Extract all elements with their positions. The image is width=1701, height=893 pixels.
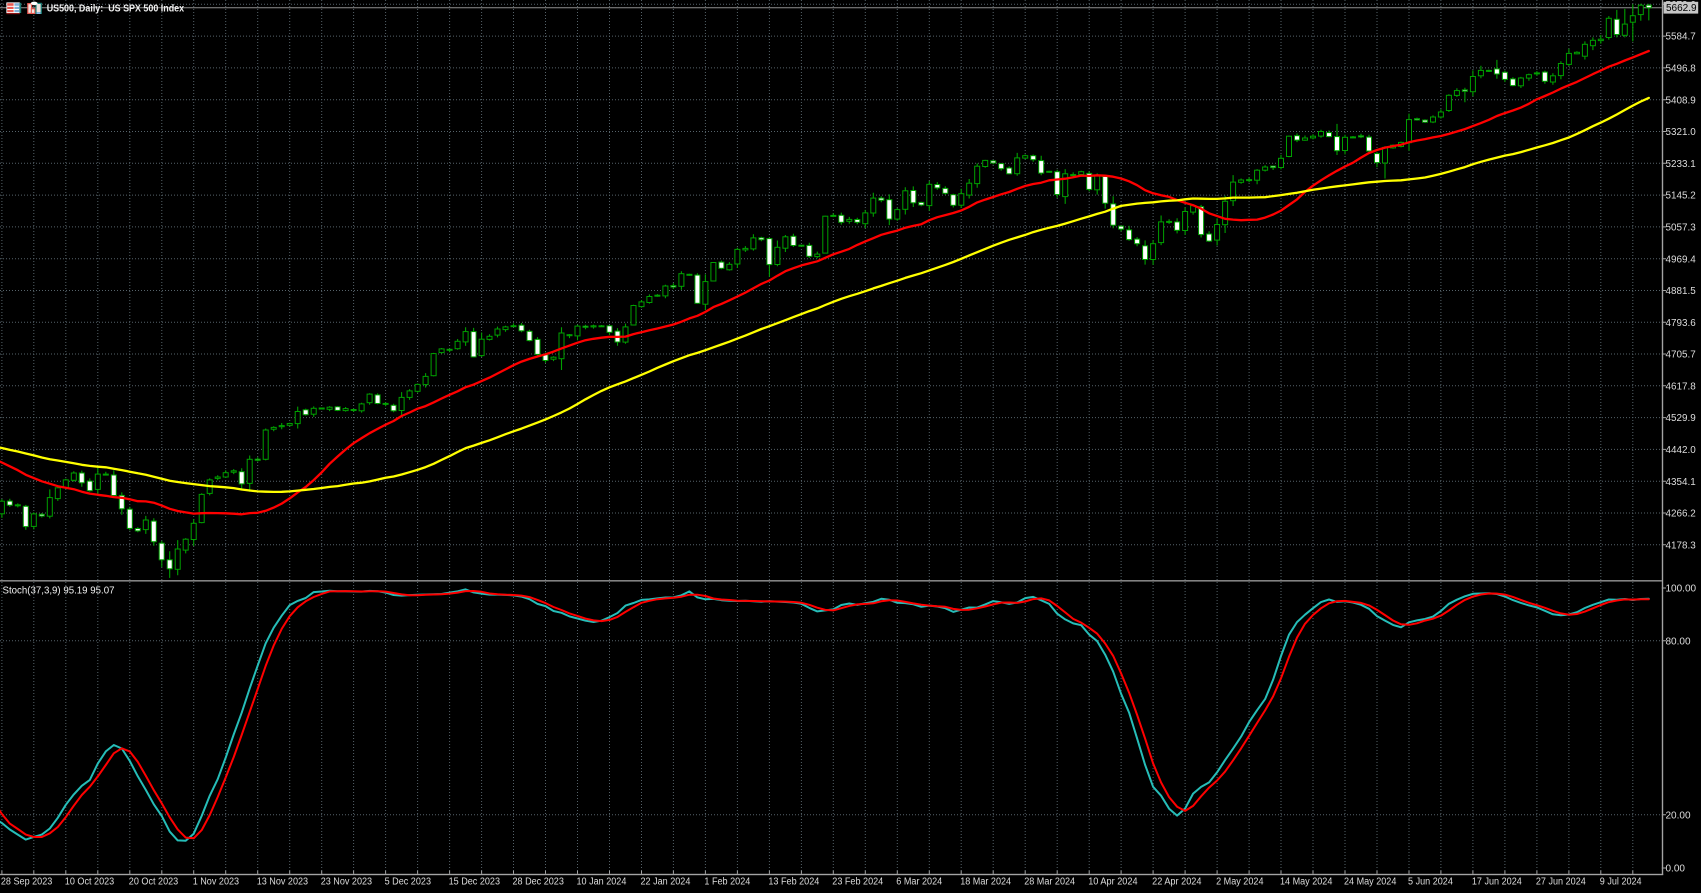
svg-text:13 Nov 2023: 13 Nov 2023 [257,877,309,888]
svg-text:5 Jun 2024: 5 Jun 2024 [1408,877,1453,888]
svg-text:13 Feb 2024: 13 Feb 2024 [768,877,819,888]
svg-text:2 May 2024: 2 May 2024 [1216,877,1264,888]
svg-text:24 May 2024: 24 May 2024 [1344,877,1397,888]
svg-text:20 Oct 2023: 20 Oct 2023 [129,877,179,888]
svg-text:17 Jun 2024: 17 Jun 2024 [1472,877,1522,888]
svg-text:15 Dec 2023: 15 Dec 2023 [449,877,501,888]
svg-text:5584.7: 5584.7 [1666,32,1697,43]
svg-text:20.00: 20.00 [1666,810,1691,821]
svg-text:23 Feb 2024: 23 Feb 2024 [832,877,883,888]
svg-text:10 Apr 2024: 10 Apr 2024 [1088,877,1138,888]
svg-text:27 Jun 2024: 27 Jun 2024 [1536,877,1586,888]
svg-text:4266.2: 4266.2 [1666,509,1697,520]
svg-text:5233.1: 5233.1 [1666,159,1697,170]
svg-text:US500, Daily: US SPX 500 Inde: US500, Daily: US SPX 500 Index [47,4,185,15]
svg-text:10 Jan 2024: 10 Jan 2024 [577,877,627,888]
svg-text:22 Apr 2024: 22 Apr 2024 [1152,877,1202,888]
svg-text:80.00: 80.00 [1666,636,1691,647]
svg-text:4354.1: 4354.1 [1666,477,1697,488]
svg-text:4705.7: 4705.7 [1666,350,1697,361]
svg-text:5662.9: 5662.9 [1666,3,1697,14]
svg-text:5408.9: 5408.9 [1666,95,1697,106]
svg-text:5 Dec 2023: 5 Dec 2023 [385,877,432,888]
svg-text:4442.0: 4442.0 [1666,445,1697,456]
svg-text:10 Oct 2023: 10 Oct 2023 [65,877,115,888]
svg-text:1 Feb 2024: 1 Feb 2024 [704,877,750,888]
svg-text:4969.4: 4969.4 [1666,254,1697,265]
svg-text:4529.9: 4529.9 [1666,413,1697,424]
svg-text:5145.2: 5145.2 [1666,191,1697,202]
svg-text:1 Nov 2023: 1 Nov 2023 [193,877,240,888]
svg-text:4881.5: 4881.5 [1666,286,1697,297]
svg-text:28 Mar 2024: 28 Mar 2024 [1024,877,1075,888]
svg-text:14 May 2024: 14 May 2024 [1280,877,1333,888]
svg-text:4617.8: 4617.8 [1666,381,1697,392]
svg-text:0.00: 0.00 [1666,864,1686,875]
svg-text:5496.8: 5496.8 [1666,64,1697,75]
svg-text:4178.3: 4178.3 [1666,540,1697,551]
svg-text:28 Sep 2023: 28 Sep 2023 [1,877,53,888]
svg-text:22 Jan 2024: 22 Jan 2024 [641,877,691,888]
svg-text:9 Jul 2024: 9 Jul 2024 [1600,877,1642,888]
svg-text:5057.3: 5057.3 [1666,223,1697,234]
svg-text:23 Nov 2023: 23 Nov 2023 [321,877,373,888]
svg-text:18 Mar 2024: 18 Mar 2024 [960,877,1011,888]
svg-text:4793.6: 4793.6 [1666,318,1697,329]
svg-text:Stoch(37,3,9) 95.19 95.07: Stoch(37,3,9) 95.19 95.07 [3,585,115,597]
svg-text:5321.0: 5321.0 [1666,127,1697,138]
svg-text:6 Mar 2024: 6 Mar 2024 [896,877,942,888]
svg-text:100.00: 100.00 [1666,584,1697,595]
svg-text:28 Dec 2023: 28 Dec 2023 [513,877,565,888]
